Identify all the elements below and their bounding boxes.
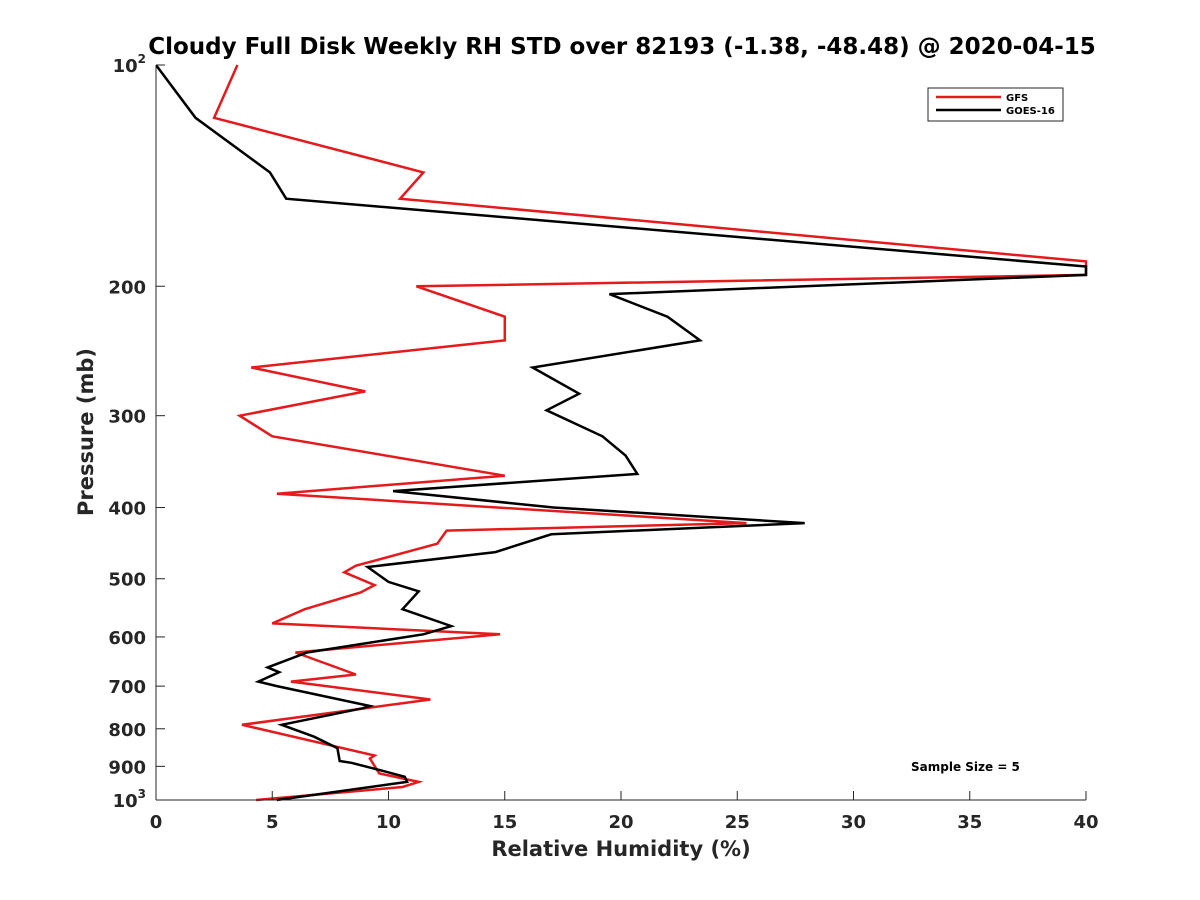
x-tick-label: 5 bbox=[266, 812, 279, 833]
y-tick-label: 102 bbox=[113, 52, 146, 77]
x-tick-label: 40 bbox=[1073, 812, 1098, 833]
x-tick-label: 20 bbox=[608, 812, 633, 833]
y-tick-label: 600 bbox=[108, 628, 146, 649]
y-tick-label: 900 bbox=[108, 757, 146, 778]
legend: GFS GOES-16 bbox=[927, 87, 1064, 122]
series-line-goes16 bbox=[156, 64, 1088, 802]
y-axis-label: Pressure (mb) bbox=[74, 348, 98, 516]
chart-title: Cloudy Full Disk Weekly RH STD over 8219… bbox=[148, 34, 1096, 60]
y-tick-label: 400 bbox=[108, 499, 146, 520]
y-tick-label: 300 bbox=[108, 407, 146, 428]
y-tick-label: 800 bbox=[108, 720, 146, 741]
x-tick-label: 10 bbox=[376, 812, 401, 833]
x-tick-label: 25 bbox=[725, 812, 750, 833]
x-tick-label: 30 bbox=[841, 812, 866, 833]
series-line-gfs bbox=[212, 64, 1088, 802]
y-tick-label: 700 bbox=[108, 677, 146, 698]
plot-area bbox=[156, 64, 1088, 802]
x-axis-label: Relative Humidity (%) bbox=[491, 837, 750, 861]
sample-size-annotation: Sample Size = 5 bbox=[911, 760, 1020, 774]
x-tick-label: 15 bbox=[492, 812, 517, 833]
legend-label-gfs: GFS bbox=[1006, 93, 1028, 104]
y-tick-label: 200 bbox=[108, 277, 146, 298]
legend-box bbox=[927, 87, 1064, 122]
x-tick-label: 0 bbox=[150, 812, 163, 833]
y-tick-label: 103 bbox=[113, 787, 146, 812]
legend-label-goes16: GOES-16 bbox=[1006, 106, 1055, 117]
y-tick-label: 500 bbox=[108, 570, 146, 591]
x-tick-label: 35 bbox=[957, 812, 982, 833]
axes: 0 5 10 15 20 25 30 35 40 102 200 300 400 500 600 700 800… bbox=[108, 52, 1098, 833]
